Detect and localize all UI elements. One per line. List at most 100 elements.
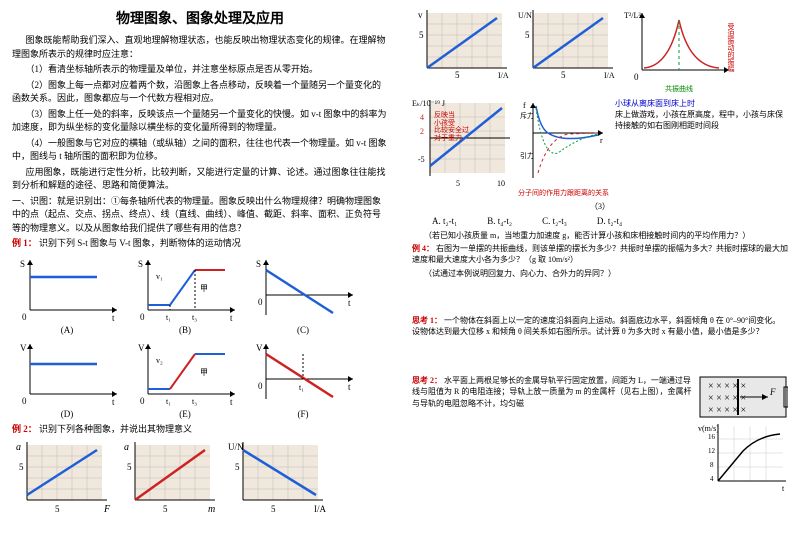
svg-text:5: 5 [235,462,240,472]
choice-c: C. t₂-t₃ [542,216,567,226]
page-title: 物理图象、图象处理及应用 [12,8,388,28]
force-caption: 分子间的作用力跟距离的关系 [518,188,609,198]
application-para: 应用图象，既能进行定性分析，比较判断，又能进行定量的计算、论述。通过图象往往能找… [12,166,388,193]
example-4-text: 右图为一单摆的共振曲线，则该单摆的摆长为多少？共振时单摆的振幅为多大？共振时摆球… [412,244,788,264]
chart-b: S v₁ 甲 t t₁ t₃ 0 (B) [130,255,240,335]
svg-text:5: 5 [55,504,60,514]
axis-s: S [20,259,25,269]
svg-text:5: 5 [525,30,530,40]
chart-a: S t 0 (A) [12,255,122,335]
label-c: (C) [248,325,358,335]
resonance-vlabel: 受迫振动的振幅 [726,23,736,72]
svg-text:0: 0 [258,297,263,307]
vt-graph-figure: v(m/s) 16 12 8 4 t [698,421,788,495]
chart-ui: U/N I/A 5 5 [228,440,328,516]
svg-text:引力: 引力 [520,151,534,160]
svg-text:10: 10 [497,179,505,188]
svg-text:t₃: t₃ [192,397,197,406]
chart-row-grid: a F 5 5 a [12,440,388,516]
chart-e: V v₂ 甲 t t₁ t₃ 0 (E) [130,339,240,419]
svg-text:5: 5 [163,504,168,514]
label-d: (D) [12,409,122,419]
example-4-label: 例 4： [412,244,434,253]
svg-text:甲: 甲 [200,284,208,293]
chart-un-ia: U/N I/A 5 5 [518,8,618,94]
right-chart-row-1: v I/A 5 5 [412,8,788,94]
svg-text:16: 16 [708,433,716,441]
svg-text:S: S [138,259,143,269]
chart-resonance: T²/L³ 0 受迫振动的振幅 共振曲线 [624,8,734,94]
svg-text:t₃: t₃ [192,313,197,322]
svg-text:斥力: 斥力 [520,111,534,120]
q-tail: （若已知小孩质量 m，当地重力加速度 g，能否计算小孩和床相接触时间内的平均作用… [412,230,788,241]
chart-force-distance: f r 斥力 引力 分子间的作用力跟距离的关系 [518,98,609,198]
choices-row: A. t₂-t₁ B. t₄-t₂ C. t₂-t₃ D. t₂-t₄ [432,216,788,226]
svg-text:-5: -5 [418,155,425,164]
example-1-label: 例 1： [12,238,37,248]
svg-text:t₁: t₁ [166,313,171,322]
svg-text:t₁: t₁ [166,397,171,406]
chart-d: V t 0 (D) [12,339,122,419]
point-1: （1）看清坐标轴所表示的物理量及单位，并注意坐标原点是否从零开始。 [12,63,388,77]
think-2-text: 水平面上两根足够长的金属导轨平行固定放置，间距为 L，一端通过导线与阻值为 R … [412,376,692,407]
think-1-label: 思考 1： [412,316,442,325]
intro-para: 图象既能帮助我们深入、直观地理解物理状态，也能反映出物理状态变化的规律。在理解物… [12,34,388,61]
chart-row-st: S t 0 (A) S [12,255,388,335]
circuit-figure: × × × × × × × × × × × × × × × F [698,375,788,421]
svg-text:F: F [769,387,776,397]
svg-text:T²/L³: T²/L³ [624,11,641,20]
svg-text:5: 5 [456,179,460,188]
point-3: （3）图象上任一处的斜率，反映该点一个量随另一个量变化的快慢。如 v-t 图象中… [12,108,388,135]
svg-text:t: t [230,397,233,407]
svg-text:r: r [600,136,603,145]
think-1-text: 一个物体在斜面上以一定的速度沿斜面向上运动。斜面底边水平，斜面倾角 θ 在 0°… [412,316,780,336]
svg-text:0: 0 [22,396,27,406]
svg-text:V: V [256,343,263,353]
resonance-caption: 共振曲线 [624,84,734,94]
point-2: （2）图象上每一点都对应着两个数，沿图象上各点移动，反映着一个量随另一个量变化的… [12,79,388,106]
chart-ek: Eₖ/10⁻¹⁹ J 5 10 4 2 -5 反映当小孩受比较安全过对于重力 [412,98,512,188]
chart-row-vt: V t 0 (D) V v₂ 甲 t [12,339,388,419]
svg-text:2: 2 [420,127,424,136]
svg-text:× × × × ×: × × × × × [708,405,746,416]
right-chart-row-2: Eₖ/10⁻¹⁹ J 5 10 4 2 -5 反映当小孩受比较安全过对于重力 [412,98,788,198]
svg-text:5: 5 [561,70,566,80]
svg-text:v: v [418,10,423,20]
svg-text:4: 4 [420,113,424,122]
svg-text:a: a [124,442,129,453]
svg-text:I/A: I/A [498,71,509,80]
svg-text:V: V [20,343,27,353]
svg-text:5: 5 [271,504,276,514]
svg-text:t: t [782,484,785,493]
svg-text:S: S [256,259,261,269]
svg-text:V: V [138,343,145,353]
label-a: (A) [12,325,122,335]
chart-f: V t t₁ 0 (F) [248,339,358,419]
identify-section: 一、识图：就是识别出：①每条轴所代表的物理量。图象反映出什么物理规律？明确物理图… [12,195,388,236]
right-text-block: 小球从离床面到床上时 床上做游戏，小孩在原高度，程中，小孩与床保持接触的如右图刚… [615,98,788,132]
svg-text:v(m/s): v(m/s) [698,424,719,433]
svg-text:t₁: t₁ [299,383,304,392]
example-1-text: 识别下列 S-t 图象与 V-t 图象，判断物体的运动情况 [39,238,241,248]
svg-text:t: t [348,382,351,392]
svg-text:× × × × ×: × × × × × [708,393,746,404]
svg-text:× × × × ×: × × × × × [708,381,746,392]
svg-text:U/N: U/N [228,442,244,452]
svg-text:0: 0 [22,312,27,322]
fig-label: （3） [412,201,788,212]
svg-text:v₂: v₂ [156,356,163,365]
point-4: （4）一般图象与它对应的横轴（或纵轴）之间的面积，往往也代表一个物理量。如 v-… [12,137,388,164]
chart-am: a m 5 5 [120,440,220,516]
example-2-text: 识别下列各种图象，并说出其物理意义 [39,424,192,434]
svg-text:Eₖ/10⁻¹⁹ J: Eₖ/10⁻¹⁹ J [412,99,445,108]
label-f: (F) [248,409,358,419]
svg-text:I/A: I/A [604,71,615,80]
choice-b: B. t₄-t₂ [487,216,512,226]
svg-text:a: a [16,442,21,453]
svg-text:8: 8 [710,461,714,469]
svg-text:甲: 甲 [200,368,208,377]
label-e: (E) [130,409,240,419]
svg-text:U/N: U/N [518,11,532,20]
ex4-tail: （试通过本例说明回复力、向心力、合外力的异同？） [412,268,788,279]
svg-text:5: 5 [127,462,132,472]
